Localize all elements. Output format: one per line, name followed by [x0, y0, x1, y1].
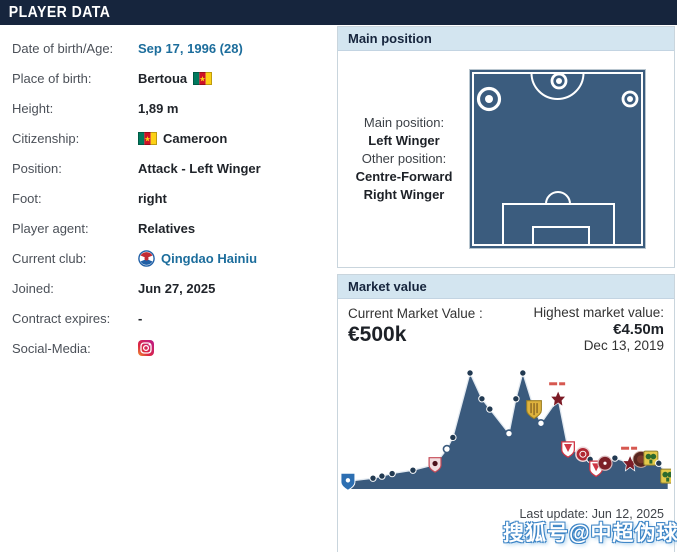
info-value-birthplace: Bertoua [138, 70, 213, 86]
market-value-header: Market value [338, 275, 674, 299]
chart-data-point [478, 395, 486, 403]
last-update: Last update: Jun 12, 2025 [519, 507, 664, 521]
info-value-text-joined: Jun 27, 2025 [138, 280, 216, 296]
player-info-table: Date of birth/Age: Sep 17, 1996 (28) Place… [0, 33, 337, 363]
instagram-icon[interactable] [138, 340, 154, 356]
info-label-contract: Contract expires: [12, 310, 111, 326]
info-row-agent: Player agent: Relatives [0, 213, 337, 243]
info-value-text-dob[interactable]: Sep 17, 1996 (28) [138, 40, 243, 56]
position-marker-centre-forward [550, 72, 568, 89]
chart-data-point [409, 466, 417, 474]
info-row-citizenship: Citizenship: Cameroon [0, 123, 337, 153]
info-value-agent: Relatives [138, 221, 195, 236]
highest-mv-date: Dec 13, 2019 [583, 338, 664, 353]
main-position-value: Left Winger [368, 132, 440, 148]
info-value-text-citizenship: Cameroon [163, 130, 228, 146]
page-header: PLAYER DATA [0, 0, 677, 25]
info-value-height: 1,89 m [138, 101, 178, 116]
red-circle-club-crest-icon [575, 446, 591, 462]
info-row-birthplace: Place of birth: Bertoua [0, 63, 337, 93]
pitch-graphic [469, 68, 646, 249]
chart-data-point [449, 433, 457, 442]
info-label-social: Social-Media: [12, 340, 91, 356]
info-row-club: Current club: Qingdao Hainiu [0, 243, 337, 273]
info-label-foot: Foot: [12, 190, 42, 206]
info-value-club: Qingdao Hainiu [138, 249, 258, 267]
chart-data-point [536, 418, 546, 428]
qingdao-hainiu-club-logo-icon[interactable] [138, 249, 155, 267]
info-value-social [138, 340, 154, 356]
highest-mv-label: Highest market value: [533, 305, 664, 320]
info-row-joined: Joined: Jun 27, 2025 [0, 273, 337, 303]
current-mv-label: Current Market Value : [348, 306, 483, 321]
darkred-circle-club-crest-icon [597, 455, 613, 471]
info-value-position: Attack - Left Winger [138, 161, 261, 176]
info-value-text-birthplace: Bertoua [138, 70, 188, 86]
info-value-citizenship: Cameroon [138, 131, 227, 146]
info-row-foot: Foot: right [0, 183, 337, 213]
info-label-citizenship: Citizenship: [12, 130, 80, 146]
info-label-joined: Joined: [12, 280, 54, 296]
red-ring-shield-club-crest-icon [428, 457, 442, 473]
pitch-svg [470, 69, 645, 248]
info-label-club: Current club: [12, 250, 87, 266]
position-marker-left-winger [476, 86, 502, 111]
chart-data-point [466, 369, 474, 377]
red-white-shield-club-crest-icon [561, 441, 575, 458]
current-mv-value: €500k [348, 323, 407, 346]
market-value-box: Market value Current Market Value : €500… [337, 274, 676, 552]
green-square-club-crest-icon [643, 450, 659, 466]
darkred-star-club-crest-icon [549, 382, 567, 408]
info-label-birthplace: Place of birth: [12, 70, 92, 86]
info-value-text-position: Attack - Left Winger [138, 160, 261, 176]
position-text-block: Main position: Left Winger Other positio… [338, 114, 470, 204]
main-position-label: Main position: [363, 114, 445, 130]
yellow-shield-club-crest-icon [526, 400, 542, 420]
page-title: PLAYER DATA [8, 4, 111, 21]
info-label-position: Position: [12, 160, 62, 176]
info-row-contract: Contract expires: - [0, 303, 337, 333]
main-position-header: Main position [338, 27, 674, 51]
info-value-text-club[interactable]: Qingdao Hainiu [161, 250, 258, 266]
chart-data-point [655, 459, 663, 467]
info-value-text-height: 1,89 m [138, 100, 179, 116]
green-square-club-crest-icon [660, 468, 676, 484]
highest-mv-value: €4.50m [613, 321, 664, 338]
chart-data-point [519, 369, 527, 377]
other-position-value-1: Centre-Forward [355, 168, 453, 184]
position-marker-right-winger [621, 90, 639, 107]
other-position-label: Other position: [361, 150, 447, 166]
chart-data-point [486, 405, 494, 413]
chart-data-point [378, 472, 386, 480]
info-row-height: Height: 1,89 m [0, 93, 337, 123]
info-value-contract: - [138, 311, 142, 326]
info-value-text-contract: - [138, 310, 143, 326]
info-value-text-agent: Relatives [138, 220, 196, 236]
cameroon-flag-icon [193, 71, 213, 85]
cameroon-flag-icon [138, 131, 157, 145]
info-value-foot: right [138, 191, 167, 206]
info-label-dob: Date of birth/Age: [12, 40, 114, 56]
main-position-box: Main position Main position: Left Winger… [337, 26, 675, 268]
chart-data-point [442, 444, 452, 454]
market-value-chart[interactable] [340, 357, 676, 505]
chart-data-point [611, 454, 619, 462]
info-label-agent: Player agent: [12, 220, 89, 236]
chart-data-point [504, 429, 514, 438]
blue-shield-club-crest-icon [340, 472, 356, 491]
chart-data-point [512, 395, 520, 403]
info-value-joined: Jun 27, 2025 [138, 281, 215, 296]
info-row-social: Social-Media: [0, 333, 337, 363]
info-value-dob: Sep 17, 1996 (28) [138, 41, 243, 56]
info-value-text-foot: right [138, 190, 167, 206]
info-row-position: Position: Attack - Left Winger [0, 153, 337, 183]
chart-data-point [388, 469, 396, 478]
chart-data-point [369, 474, 377, 482]
other-position-value-2: Right Winger [363, 186, 445, 202]
info-row-dob: Date of birth/Age: Sep 17, 1996 (28) [0, 33, 337, 63]
watermark: 搜狐号@中超伪球迷 [503, 522, 677, 545]
info-label-height: Height: [12, 100, 54, 116]
